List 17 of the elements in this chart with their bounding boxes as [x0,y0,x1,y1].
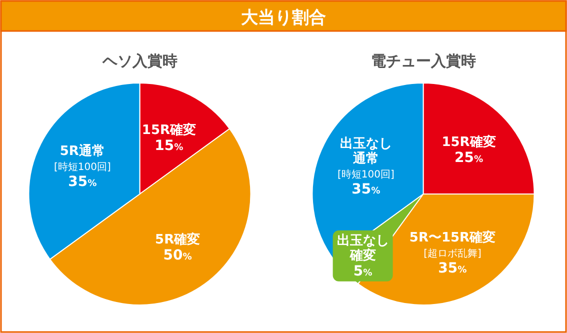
slice-label: 出玉なし通常[時短100回] [337,136,394,180]
slice-label: 15R確変 [442,134,496,150]
slice-label: 5R確変 [155,232,200,248]
slice-label: 5R〜15R確変[超ロボ乱舞] [409,229,496,260]
data-label: 35% [352,181,380,198]
chart-title: ヘソ入賞時 [101,52,178,70]
data-label: 25% [454,150,484,166]
data-label: 35% [68,174,97,190]
slice-label: 15R確変 [142,122,196,138]
data-label: 5% [353,263,372,280]
data-label: 35% [438,260,467,276]
chart-title: 電チュー入賞時 [370,52,476,70]
slice-label: 5R通常[時短100回] [54,142,111,173]
data-label: 50% [163,248,192,264]
text: 大当り割合 [241,8,326,28]
data-label: 15% [154,138,184,154]
slice-label: 出玉なし確変 [336,233,389,264]
